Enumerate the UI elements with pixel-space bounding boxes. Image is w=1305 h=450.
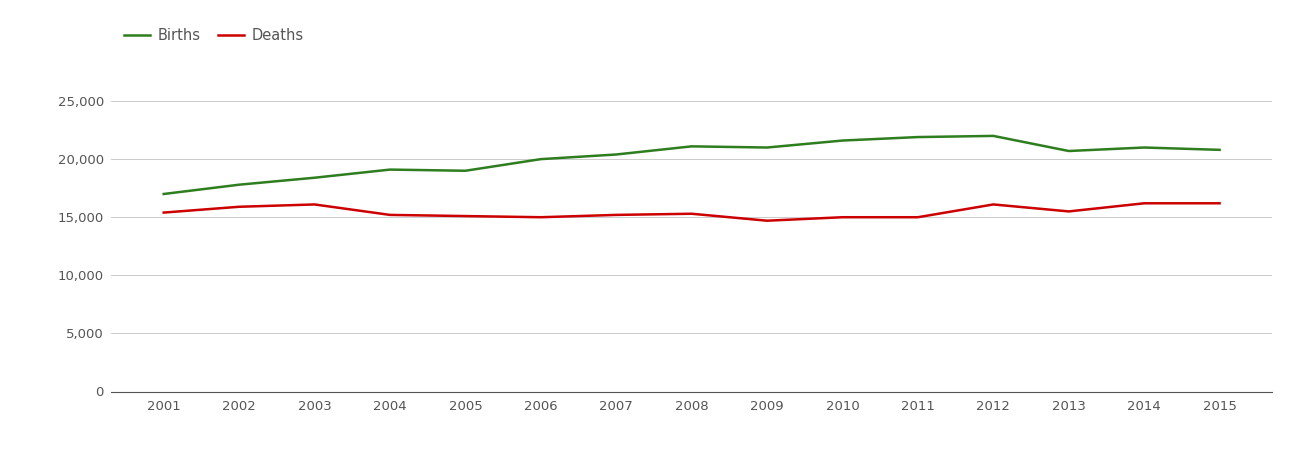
Births [155,191,171,197]
Deaths [1212,201,1228,206]
Births [985,133,1001,139]
Births [1061,148,1077,154]
Deaths [458,213,474,219]
Births [608,152,624,157]
Line: Births: Births [163,136,1220,194]
Births [684,144,699,149]
Deaths [532,215,548,220]
Line: Deaths: Deaths [163,203,1220,220]
Births [532,157,548,162]
Deaths [1061,209,1077,214]
Births [458,168,474,173]
Deaths [985,202,1001,207]
Deaths [155,210,171,215]
Deaths [760,218,775,223]
Births [910,135,925,140]
Deaths [835,215,851,220]
Births [307,175,322,180]
Births [382,167,398,172]
Births [835,138,851,143]
Births [760,145,775,150]
Deaths [910,215,925,220]
Deaths [231,204,247,209]
Births [1212,147,1228,153]
Deaths [382,212,398,218]
Legend: Births, Deaths: Births, Deaths [119,22,309,49]
Deaths [1137,201,1152,206]
Deaths [608,212,624,218]
Births [231,182,247,187]
Births [1137,145,1152,150]
Deaths [307,202,322,207]
Deaths [684,211,699,216]
